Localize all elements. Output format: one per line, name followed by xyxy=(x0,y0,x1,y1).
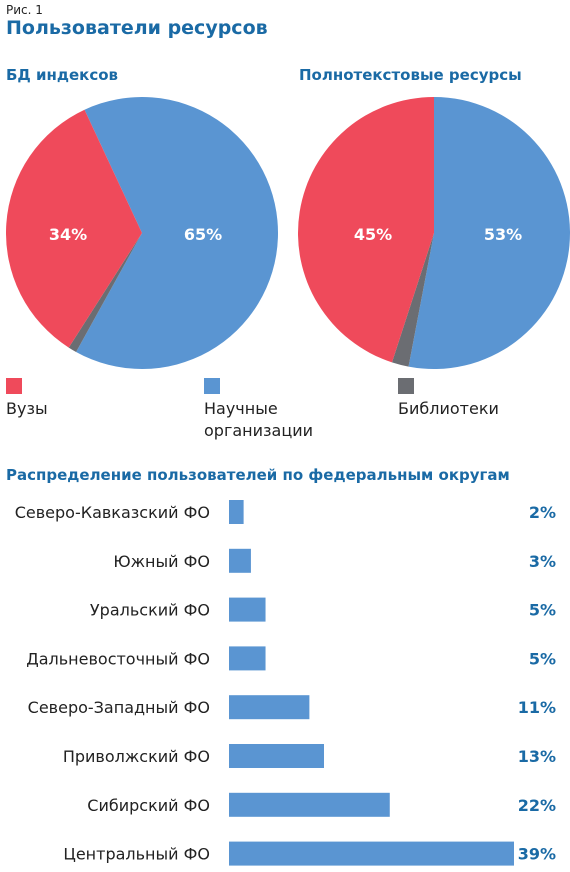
slice-universities xyxy=(298,97,434,363)
legend-item-research-orgs: Научные организации xyxy=(204,378,344,442)
pie-title-indexes: БД индексов xyxy=(6,66,119,84)
bar-category-label: Северо-Кавказский ФО xyxy=(15,503,210,522)
pie-value-label: 53% xyxy=(484,225,522,244)
bar-category-label: Приволжский ФО xyxy=(63,747,210,766)
bar xyxy=(229,646,266,671)
slice-libraries xyxy=(391,233,434,367)
bar xyxy=(229,695,310,720)
bar-chart-federal-districts: Северо-Кавказский ФО 2% Южный ФО 3% Уральски… xyxy=(15,500,556,866)
bar xyxy=(229,597,266,622)
bar-value-label: 13% xyxy=(518,747,556,766)
bar-value-label: 22% xyxy=(518,796,556,815)
pie-chart-indexes: 65% 34% xyxy=(6,97,278,369)
page-title: Пользователи ресурсов xyxy=(6,17,268,39)
slice-libraries xyxy=(68,233,142,352)
legend-label: Научные организации xyxy=(204,399,314,440)
pie-chart-fulltext: 53% 45% xyxy=(298,97,570,369)
bar-category-label: Центральный ФО xyxy=(63,845,210,864)
bar-category-label: Дальневосточный ФО xyxy=(26,649,210,668)
figure-label: Рис. 1 xyxy=(6,3,43,17)
bar-value-label: 11% xyxy=(518,698,556,717)
bar xyxy=(229,500,244,524)
pie-value-label: 45% xyxy=(354,225,392,244)
slice-universities xyxy=(6,109,142,348)
bar-value-label: 5% xyxy=(529,649,556,668)
slice-research-orgs xyxy=(408,97,570,369)
bar xyxy=(229,792,390,817)
pie-title-fulltext: Полнотекстовые ресурсы xyxy=(299,66,522,84)
pie-value-label: 34% xyxy=(49,225,87,244)
bar xyxy=(229,841,514,866)
bar-chart-title: Распределение пользователей по федеральн… xyxy=(6,466,510,484)
bar-category-label: Уральский ФО xyxy=(90,601,210,620)
legend-item-universities: Вузы xyxy=(6,378,48,420)
legend-label: Библиотеки xyxy=(398,399,499,418)
bar-category-label: Южный ФО xyxy=(113,552,210,571)
legend-label: Вузы xyxy=(6,399,48,418)
bar xyxy=(229,744,324,768)
bar-category-label: Северо-Западный ФО xyxy=(28,698,210,717)
legend-swatch xyxy=(6,378,22,394)
bar xyxy=(229,548,251,573)
legend-item-libraries: Библиотеки xyxy=(398,378,499,420)
bar-value-label: 3% xyxy=(529,552,556,571)
bar-category-label: Сибирский ФО xyxy=(87,796,210,815)
bar-value-label: 39% xyxy=(518,845,556,864)
bar-value-label: 5% xyxy=(529,601,556,620)
pie-value-label: 65% xyxy=(184,225,222,244)
bar-value-label: 2% xyxy=(529,503,556,522)
legend-swatch xyxy=(398,378,414,394)
slice-research-orgs xyxy=(76,97,278,369)
legend-swatch xyxy=(204,378,220,394)
